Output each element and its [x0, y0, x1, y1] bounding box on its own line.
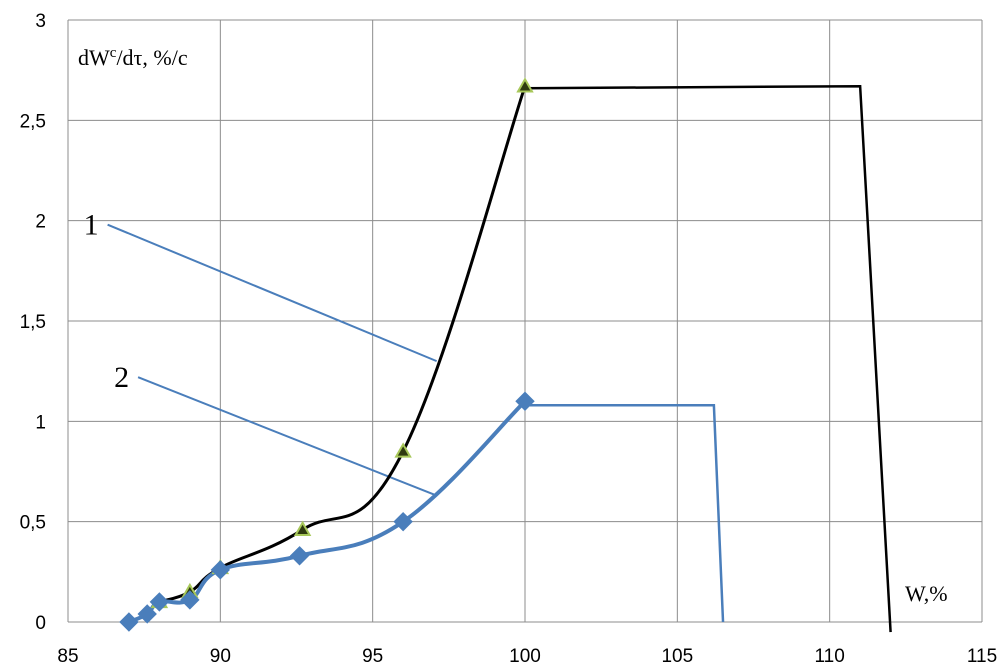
annotation-leader-1: [107, 223, 438, 363]
series-2-marker-7: [515, 391, 535, 411]
y-tick-label: 1: [35, 412, 46, 433]
y-tick-label: 0: [35, 613, 46, 634]
x-tick-labels: 85 90 95 100 105 110 115: [57, 646, 997, 667]
x-tick-label: 110: [815, 646, 845, 667]
y-tick-label: 1,5: [20, 312, 46, 333]
y-tick-label: 0,5: [20, 513, 46, 534]
series-2-extension: [525, 404, 725, 623]
x-tick-label: 90: [210, 646, 231, 667]
x-tick-label: 100: [509, 646, 541, 667]
gridlines: [67, 19, 983, 623]
curve-label-1: 1: [84, 209, 99, 242]
series-2-marker-2: [149, 592, 170, 612]
y-axis-title: dWc/dτ, %/c: [78, 45, 188, 70]
annotation-leader-2: [137, 376, 438, 497]
series-1-marker-3: [293, 520, 312, 536]
series-2-marker-1: [137, 604, 157, 624]
series-2-marker-3: [180, 590, 200, 610]
y-tick-label: 3: [35, 11, 46, 32]
annotation-leaders: [107, 223, 438, 497]
series-2-marker-4: [210, 560, 231, 580]
series-2-marker-6: [393, 511, 413, 532]
series-1-extension: [524, 84, 892, 633]
series-2-marker-5: [289, 546, 310, 566]
series-1-marker-5: [516, 77, 534, 93]
annotation-labels: 12: [84, 209, 129, 395]
y-tick-labels: 0 0,5 1 1,5 2 2,5 3: [20, 11, 46, 634]
x-tick-label: 115: [967, 646, 997, 667]
x-axis-title: W,%: [905, 581, 948, 606]
x-tick-label: 105: [661, 646, 693, 667]
series-markers: [119, 77, 535, 632]
series-1-marker-4: [394, 442, 412, 458]
x-tick-label: 85: [57, 646, 78, 667]
curve-label-2: 2: [114, 361, 129, 394]
series-2-marker-0: [119, 612, 139, 632]
y-tick-label: 2,5: [20, 111, 46, 132]
x-tick-label: 95: [362, 646, 383, 667]
y-tick-label: 2: [35, 212, 46, 233]
